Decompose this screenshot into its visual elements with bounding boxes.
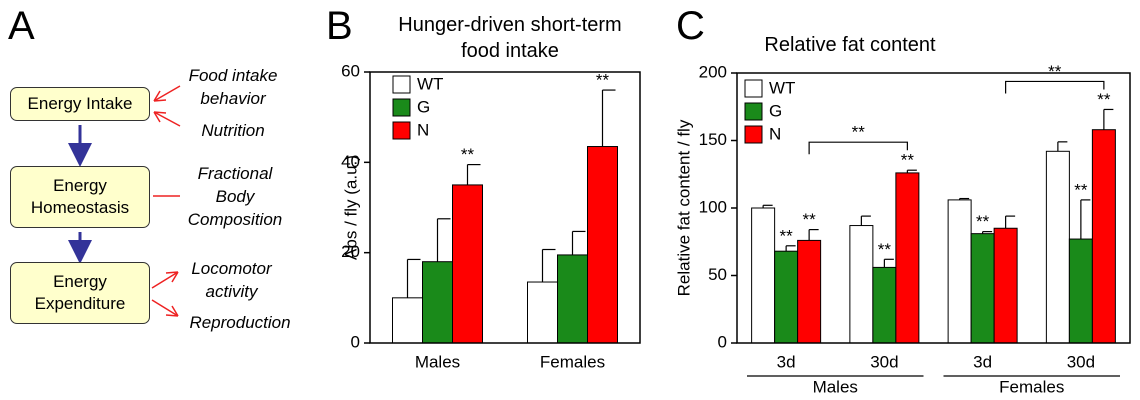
diagram-factor: Locomotor activity <box>191 259 272 301</box>
legend-label: WT <box>769 78 795 97</box>
legend-swatch <box>744 102 763 121</box>
bar <box>422 261 453 344</box>
x-tick-label: 30d <box>1067 352 1095 371</box>
panel-label: A <box>8 4 35 48</box>
bar <box>872 266 897 344</box>
x-tick-label: Females <box>540 352 605 371</box>
diagram-node: Energy Homeostasis <box>10 166 150 228</box>
y-tick-label: 50 <box>708 265 727 284</box>
bar <box>392 297 423 344</box>
input-arrow <box>153 111 181 127</box>
diagram-node: Energy Expenditure <box>10 262 150 324</box>
chart-title: Relative fat content <box>764 34 936 56</box>
bar <box>751 207 776 344</box>
significance-label: ** <box>803 210 817 229</box>
panel-label: C <box>676 4 705 48</box>
y-tick-label: 60 <box>341 61 360 80</box>
legend-swatch <box>392 75 411 94</box>
bar <box>849 225 874 344</box>
x-tick-label: 3d <box>777 352 796 371</box>
legend-swatch <box>744 79 763 98</box>
significance-label: ** <box>596 71 610 90</box>
axis-frame <box>369 71 641 344</box>
output-arrow <box>151 299 179 317</box>
legend-label: G <box>417 97 430 116</box>
output-arrow <box>151 271 179 289</box>
bar <box>1091 129 1116 344</box>
legend-label: WT <box>417 74 443 93</box>
significance-label: ** <box>1074 180 1088 199</box>
bar <box>774 250 799 344</box>
legend-label: N <box>417 120 429 139</box>
bar <box>1068 238 1093 344</box>
diagram-factor: Reproduction <box>189 313 291 332</box>
group-label: Males <box>813 377 858 396</box>
bar <box>895 172 920 344</box>
diagram-arrows <box>68 85 181 317</box>
significance-label: ** <box>1097 90 1111 109</box>
y-axis-label: Abs / fly (a.u.) <box>341 155 360 260</box>
y-tick-label: 0 <box>351 332 360 351</box>
comparison-label: ** <box>852 123 866 142</box>
legend-swatch <box>392 121 411 140</box>
legend-label: N <box>769 124 781 143</box>
significance-label: ** <box>878 240 892 259</box>
bar <box>947 199 972 344</box>
diagram-factor: Fractional Body Composition <box>187 164 283 229</box>
y-axis-label: Relative fat content / fly <box>674 119 693 296</box>
y-tick-label: 150 <box>699 130 727 149</box>
bar <box>452 184 483 344</box>
bar <box>557 254 588 344</box>
panel-label: B <box>326 4 353 48</box>
legend-swatch <box>392 98 411 117</box>
x-tick-label: 3d <box>973 352 992 371</box>
y-tick-label: 20 <box>341 242 360 261</box>
significance-label: ** <box>780 226 794 245</box>
diagram-node: Energy Intake <box>10 87 150 121</box>
bar <box>797 239 822 344</box>
y-tick-label: 100 <box>699 197 727 216</box>
bar <box>993 227 1018 344</box>
chart-title: Hunger-driven short-term food intake <box>398 14 622 62</box>
legend-label: G <box>769 101 782 120</box>
bar <box>1045 150 1070 344</box>
comparison-bracket <box>1005 80 1105 94</box>
comparison-label: ** <box>1048 62 1062 81</box>
x-tick-label: 30d <box>870 352 898 371</box>
legend-swatch <box>744 125 763 144</box>
y-tick-label: 0 <box>718 332 727 351</box>
diagram-factor: Food intake behavior <box>188 66 278 108</box>
y-tick-label: 40 <box>341 152 360 171</box>
significance-label: ** <box>901 151 915 170</box>
y-tick-label: 200 <box>699 62 727 81</box>
diagram-factor: Nutrition <box>201 121 265 140</box>
bar <box>970 233 995 344</box>
input-arrow <box>153 85 181 102</box>
comparison-bracket <box>808 141 908 155</box>
significance-label: ** <box>461 145 475 164</box>
group-label: Females <box>999 377 1064 396</box>
x-tick-label: Males <box>415 352 460 371</box>
axis-frame <box>736 72 1131 344</box>
bar <box>527 281 558 344</box>
bar <box>587 146 618 344</box>
significance-label: ** <box>976 212 990 231</box>
